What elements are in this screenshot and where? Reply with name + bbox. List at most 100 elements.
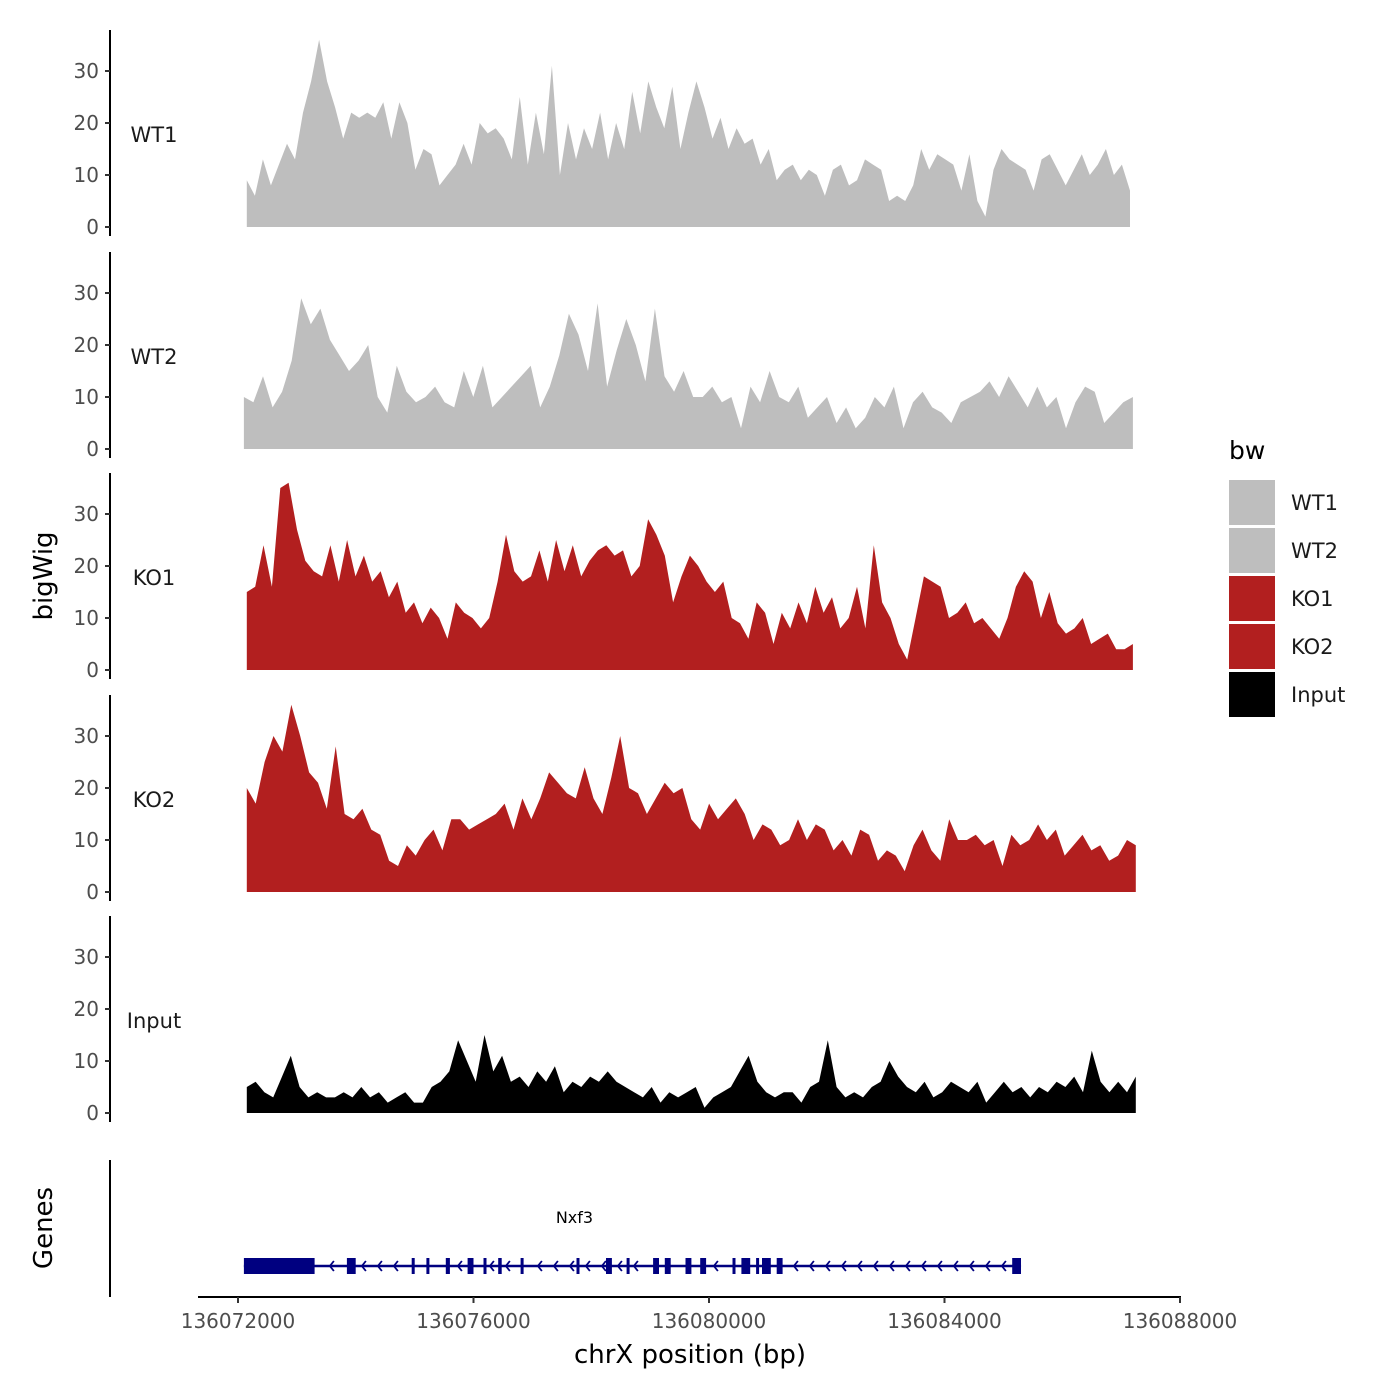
gene-exon: [467, 1258, 474, 1274]
gene-exon: [576, 1258, 580, 1274]
y-tick-label: 30: [74, 59, 99, 83]
y-tick-label: 20: [74, 111, 99, 135]
gene-exon: [653, 1258, 659, 1274]
track-label-ko1: KO1: [133, 566, 176, 590]
strand-arrow: [552, 1260, 559, 1272]
y-tick-label: 30: [74, 945, 99, 969]
strand-arrow: [504, 1260, 511, 1272]
gene-exon: [483, 1258, 487, 1274]
y-tick-label: 0: [86, 437, 99, 461]
strand-arrow: [952, 1260, 959, 1272]
x-tick-label: 136084000: [887, 1309, 1002, 1333]
strand-arrow: [568, 1260, 575, 1272]
gene-exon: [1012, 1258, 1021, 1274]
gene-exon: [626, 1258, 630, 1274]
track-wt2: 0 10 20 30 WT2: [74, 252, 1133, 461]
gene-exon: [685, 1258, 692, 1274]
gene-exon: [426, 1258, 430, 1274]
y-tick-label: 10: [74, 163, 99, 187]
gene-exon: [520, 1258, 524, 1274]
strand-arrow: [920, 1260, 927, 1272]
strand-arrow: [808, 1260, 815, 1272]
strand-arrow: [824, 1260, 831, 1272]
x-axis: 136072000 136076000 136080000 136084000 1360…: [181, 1296, 1238, 1333]
track-panels: 0 10 20 30 WT1 0 10 20 30 WT2 0 10 20 30 KO1 0 10 20 30 KO2…: [74, 30, 1136, 1125]
track-label-ko2: KO2: [133, 788, 176, 812]
strand-arrow: [328, 1260, 335, 1272]
gene-exon: [700, 1258, 707, 1274]
gene-panel: Nxf3: [109, 1160, 1022, 1297]
x-axis-title: chrX position (bp): [574, 1340, 806, 1370]
legend-swatch-ko1: [1229, 576, 1275, 621]
coverage-area-input: [246, 1035, 1136, 1113]
strand-arrow: [488, 1260, 495, 1272]
strand-arrow: [968, 1260, 975, 1272]
legend-label-ko1: KO1: [1291, 587, 1334, 611]
strand-arrow: [856, 1260, 863, 1272]
strand-arrow: [600, 1260, 607, 1272]
genes-axis-title: Genes: [29, 1187, 59, 1269]
strand-arrow: [872, 1260, 879, 1272]
coverage-area-wt1: [246, 39, 1131, 227]
y-tick-label: 10: [74, 828, 99, 852]
gene-exon: [741, 1258, 751, 1274]
strand-arrow: [792, 1260, 799, 1272]
y-tick-label: 20: [74, 333, 99, 357]
strand-arrow: [840, 1260, 847, 1272]
legend-label-ko2: KO2: [1291, 635, 1334, 659]
track-input: 0 10 20 30 Input: [74, 916, 1136, 1125]
x-tick-label: 136080000: [652, 1309, 767, 1333]
strand-arrow: [984, 1260, 991, 1272]
y-tick-label: 30: [74, 502, 99, 526]
y-tick-label: 0: [86, 880, 99, 904]
y-tick-label: 0: [86, 215, 99, 239]
y-tick-label: 30: [74, 281, 99, 305]
gene-exon: [762, 1258, 771, 1274]
coverage-area-ko1: [246, 482, 1133, 670]
x-tick-label: 136072000: [181, 1309, 296, 1333]
strand-arrow: [456, 1260, 463, 1272]
gene-exon: [732, 1258, 736, 1274]
legend-swatch-wt2: [1229, 528, 1275, 573]
y-axis-title: bigWig: [29, 531, 59, 620]
strand-arrow: [584, 1260, 591, 1272]
y-tick-label: 0: [86, 658, 99, 682]
gene-nxf3: Nxf3: [243, 1208, 1022, 1274]
y-tick-label: 30: [74, 724, 99, 748]
legend-label-wt2: WT2: [1291, 539, 1338, 563]
legend-title: bw: [1229, 436, 1265, 465]
track-label-wt1: WT1: [131, 123, 178, 147]
x-tick-label: 136088000: [1123, 1309, 1238, 1333]
strand-arrow: [616, 1260, 623, 1272]
track-ko2: 0 10 20 30 KO2: [74, 695, 1136, 904]
strand-arrow: [712, 1260, 719, 1272]
strand-arrow: [1000, 1260, 1007, 1272]
legend-label-input: Input: [1291, 683, 1345, 707]
gene-exon: [498, 1258, 502, 1274]
strand-arrow: [536, 1260, 543, 1272]
gene-exon: [664, 1258, 671, 1274]
coverage-area-wt2: [243, 298, 1133, 449]
gene-exon: [243, 1258, 315, 1274]
gene-exon: [606, 1258, 612, 1274]
legend-swatch-ko2: [1229, 624, 1275, 669]
strand-arrow: [376, 1260, 383, 1272]
strand-arrow: [936, 1260, 943, 1272]
y-tick-label: 20: [74, 997, 99, 1021]
gene-label: Nxf3: [556, 1208, 593, 1227]
track-wt1: 0 10 20 30 WT1: [74, 30, 1131, 239]
legend-swatch-wt1: [1229, 480, 1275, 525]
gene-exon: [756, 1258, 760, 1274]
y-tick-label: 10: [74, 1049, 99, 1073]
y-tick-label: 20: [74, 554, 99, 578]
gene-exon: [776, 1258, 783, 1274]
x-tick-label: 136076000: [416, 1309, 531, 1333]
track-label-wt2: WT2: [131, 345, 178, 369]
y-tick-label: 0: [86, 1101, 99, 1125]
strand-arrow: [392, 1260, 399, 1272]
y-tick-label: 10: [74, 385, 99, 409]
strand-arrow: [888, 1260, 895, 1272]
legend-label-wt1: WT1: [1291, 491, 1338, 515]
gene-exon: [411, 1258, 415, 1274]
